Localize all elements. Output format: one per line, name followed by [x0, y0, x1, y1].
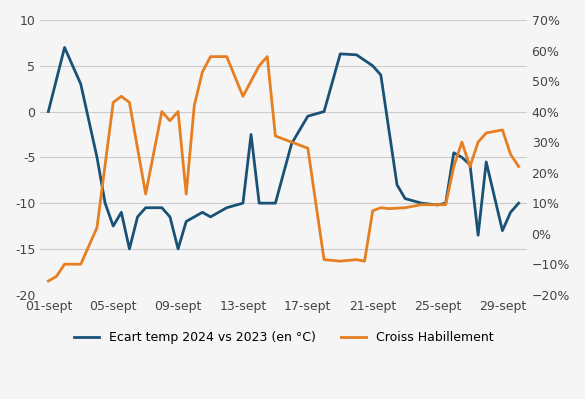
Legend: Ecart temp 2024 vs 2023 (en °C), Croiss Habillement: Ecart temp 2024 vs 2023 (en °C), Croiss …	[69, 326, 498, 349]
